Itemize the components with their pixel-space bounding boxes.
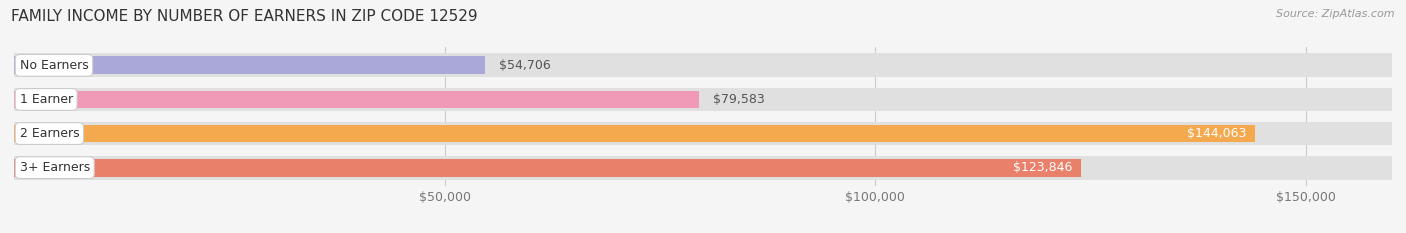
Text: Source: ZipAtlas.com: Source: ZipAtlas.com [1277, 9, 1395, 19]
Bar [14, 122, 1392, 145]
Text: FAMILY INCOME BY NUMBER OF EARNERS IN ZIP CODE 12529: FAMILY INCOME BY NUMBER OF EARNERS IN ZI… [11, 9, 478, 24]
Bar [14, 56, 485, 74]
Text: $79,583: $79,583 [713, 93, 765, 106]
Text: 3+ Earners: 3+ Earners [20, 161, 90, 174]
Text: $123,846: $123,846 [1012, 161, 1073, 174]
Bar [14, 159, 1081, 177]
Text: $54,706: $54,706 [499, 59, 551, 72]
Text: 1 Earner: 1 Earner [20, 93, 73, 106]
Text: 2 Earners: 2 Earners [20, 127, 79, 140]
Bar [14, 125, 1254, 142]
Text: No Earners: No Earners [20, 59, 89, 72]
Bar [14, 156, 1392, 180]
Bar [14, 53, 1392, 77]
Text: $144,063: $144,063 [1187, 127, 1247, 140]
Bar [14, 91, 699, 108]
Bar [14, 88, 1392, 111]
